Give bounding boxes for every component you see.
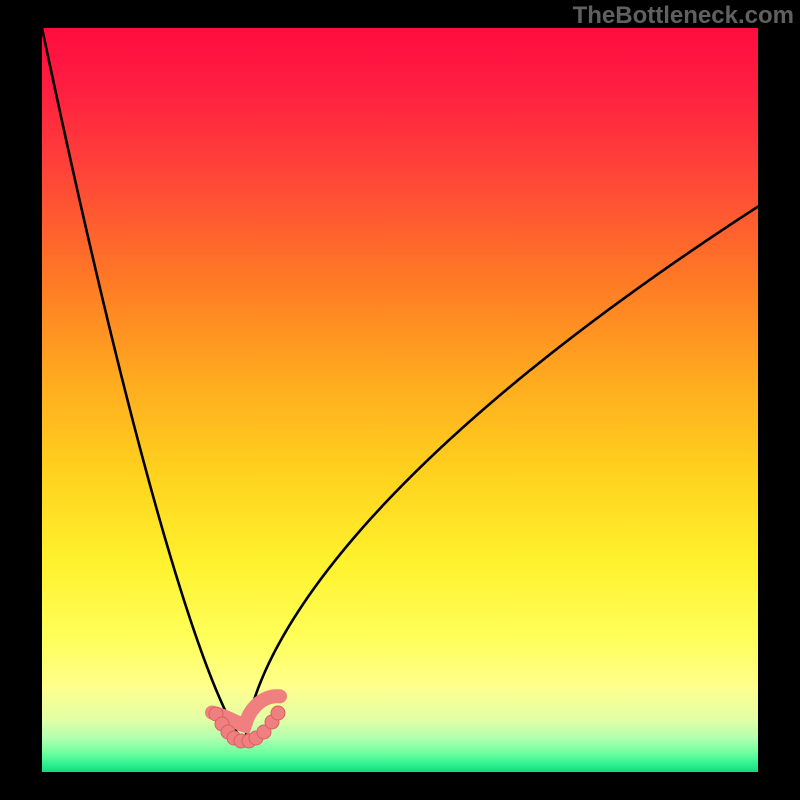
chart-svg — [0, 0, 800, 800]
chart-container: TheBottleneck.com — [0, 0, 800, 800]
